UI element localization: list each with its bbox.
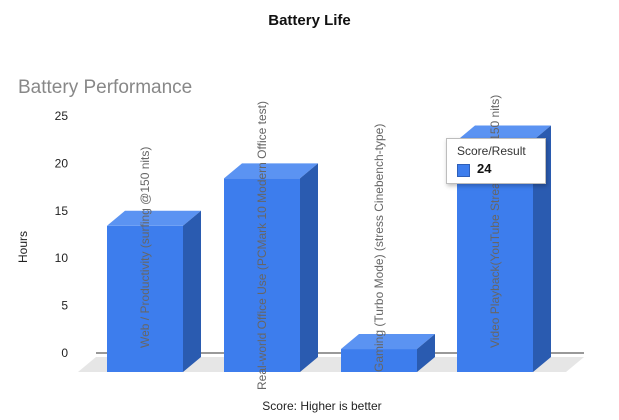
bar (107, 210, 201, 372)
bar-side (417, 334, 435, 372)
y-axis-title: Hours (16, 231, 30, 263)
chart-title: Battery Performance (18, 77, 193, 98)
tooltip-value: 24 (477, 161, 492, 176)
category-label: Web / Productivity (surfing @150 nits) (138, 147, 152, 348)
bar-top (341, 334, 435, 350)
y-tick-label: 15 (55, 204, 69, 218)
y-tick-label: 5 (61, 299, 68, 313)
x-axis-title: Score: Higher is better (262, 399, 381, 413)
bar-top (457, 125, 551, 141)
bar-front (107, 225, 183, 372)
category-label: Gaming (Turbo Mode) (stress Cinebench-ty… (372, 124, 386, 372)
tooltip-color-swatch (457, 164, 470, 177)
bar (341, 334, 435, 372)
bar-top (107, 210, 201, 226)
page-title: Battery Life (268, 12, 351, 29)
data-tooltip: Score/Result 24 (446, 138, 546, 184)
bar-front (341, 349, 417, 372)
bar-side (183, 210, 201, 372)
y-tick-label: 20 (55, 156, 69, 170)
y-tick-label: 0 (61, 346, 68, 360)
bar-top (224, 163, 318, 179)
bar (224, 163, 318, 372)
bar-side (300, 163, 318, 372)
y-tick-label: 10 (55, 251, 69, 265)
tooltip-series-name: Score/Result (457, 144, 526, 158)
category-label: Video Playback(YouTube Streaming @150 ni… (488, 95, 502, 348)
y-tick-label: 25 (55, 109, 69, 123)
bar-front (224, 178, 300, 372)
category-label: Real-world Office Use (PCMark 10 Modern … (255, 101, 269, 390)
bar-side (533, 125, 551, 372)
